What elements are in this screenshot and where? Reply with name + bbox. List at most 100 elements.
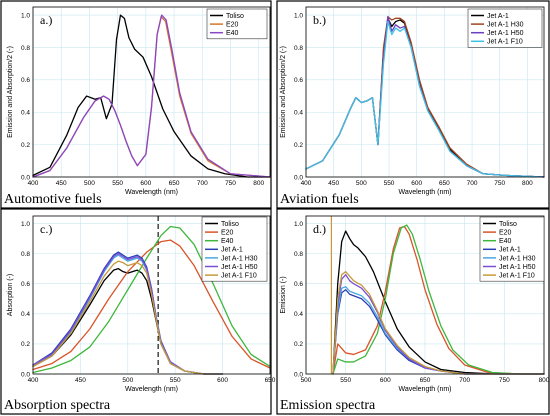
x-tick-label: 450 [75,377,86,384]
y-tick-label: 1.0 [294,221,303,228]
x-tick-label: 400 [28,180,39,187]
series-line-toliso [32,14,271,178]
y-tick-label: 1.0 [294,12,303,19]
plot-border [32,215,271,375]
panel-frame [0,0,272,209]
y-tick-label: 0.6 [21,77,30,84]
panel-1: 400 450 500 550 600 650 700 750 800 0.0 0.2 0.4 0.6 0… [0,0,272,209]
x-tick-label: 500 [356,180,367,187]
panel-3: 400 450 500 550 600 650 0.0 0.2 0.4 0.6 0.8 1.0 Wave… [0,208,276,415]
x-tick-label: 800 [539,377,550,384]
x-tick-label: 800 [522,180,533,187]
series-line-jet-a-1-f10 [332,271,545,375]
x-tick-label: 600 [380,377,391,384]
x-tick-label: 700 [459,377,470,384]
x-tick-label: 700 [467,180,478,187]
legend-label: E20 [499,230,512,237]
legend-label: Toliso [499,221,517,228]
panel-4: 500 550 600 650 700 750 800 0.0 0.2 0.4 0.6 0.8 1.0 W… [276,208,550,415]
y-tick-label: 0.6 [294,281,303,288]
x-tick-label: 750 [494,180,505,187]
y-axis-title: Absorption (-) [7,274,14,316]
y-tick-label: 0.4 [294,311,303,318]
legend-label: Jet A-1 [221,247,243,254]
panel-caption: Automotive fuels [4,192,102,207]
legend-label: E40 [221,238,234,245]
x-tick-label: 450 [328,180,339,187]
y-tick-label: 0.2 [294,341,303,348]
y-tick-label: 0.0 [21,174,30,181]
x-axis-title: Wavelength (nm) [398,386,451,393]
x-tick-label: 450 [56,180,67,187]
x-tick-label: 700 [197,180,208,187]
plot-border [32,6,271,178]
legend-label: Jet A-1 [499,247,521,254]
legend-label: E40 [226,30,239,37]
x-tick-label: 550 [384,180,395,187]
legend-label: Jet A-1 H50 [221,264,258,271]
plot-border [305,215,545,375]
y-tick-label: 0.0 [294,371,303,378]
y-axis-title: Emission (-) [280,276,287,313]
series-line-e40 [32,14,271,178]
series-line-e40 [332,224,545,375]
y-axis-title: Emission and Absorption/2 (-) [280,46,287,138]
panel-frame [0,208,272,415]
y-tick-label: 0.2 [294,142,303,149]
x-axis-title: Wavelength (nm) [125,189,178,196]
panel-letter: a.) [40,13,52,27]
y-tick-label: 0.2 [21,142,30,149]
x-tick-label: 750 [225,180,236,187]
y-tick-label: 0.8 [21,251,30,258]
legend-label: Toliso [226,13,244,20]
x-tick-label: 550 [340,377,351,384]
panel-caption: Emission spectra [280,398,376,413]
panel-2: 400 450 500 550 600 650 700 750 800 0.0 0.2 0.4 0.6 0… [276,0,550,209]
x-tick-label: 650 [439,180,450,187]
series-line-jet-a-1-f10 [305,20,545,178]
legend-label: Jet A-1 H50 [487,30,524,37]
x-tick-label: 650 [169,180,180,187]
x-axis-title: Wavelength (nm) [125,386,178,393]
legend-label: Jet A-1 F10 [499,273,535,280]
y-axis-title: Emission and Absorption/2 (-) [7,46,14,138]
series-line-jet-a-1-f10 [32,260,224,375]
x-tick-label: 550 [170,377,181,384]
legend-label: Jet A-1 [487,13,509,20]
series-line-toliso [332,230,545,375]
y-tick-label: 0.8 [294,45,303,52]
legend-label: Jet A-1 H30 [499,255,536,262]
legend-label: Jet A-1 F10 [221,273,257,280]
y-tick-label: 0.8 [21,45,30,52]
legend-label: Jet A-1 H50 [499,264,536,271]
panel-frame [276,0,550,209]
x-tick-label: 600 [140,180,151,187]
y-tick-label: 0.4 [21,110,30,117]
x-tick-label: 550 [112,180,123,187]
y-tick-label: 0.2 [21,341,30,348]
x-tick-label: 400 [28,377,39,384]
y-tick-label: 1.0 [21,12,30,19]
x-tick-label: 650 [420,377,431,384]
series-line-jet-a-1-h50 [32,252,224,375]
x-tick-label: 800 [253,180,264,187]
x-tick-label: 400 [301,180,312,187]
y-tick-label: 0.6 [294,77,303,84]
x-tick-label: 500 [122,377,133,384]
x-tick-label: 500 [84,180,95,187]
x-tick-label: 600 [217,377,228,384]
legend-label: E20 [226,22,239,29]
y-tick-label: 0.4 [294,110,303,117]
y-tick-label: 0.8 [294,251,303,258]
legend-label: Jet A-1 H30 [487,22,524,29]
panel-frame [276,208,550,415]
x-tick-label: 750 [499,377,510,384]
legend-label: Toliso [221,221,239,228]
y-tick-label: 1.0 [21,221,30,228]
y-tick-label: 0.0 [21,371,30,378]
